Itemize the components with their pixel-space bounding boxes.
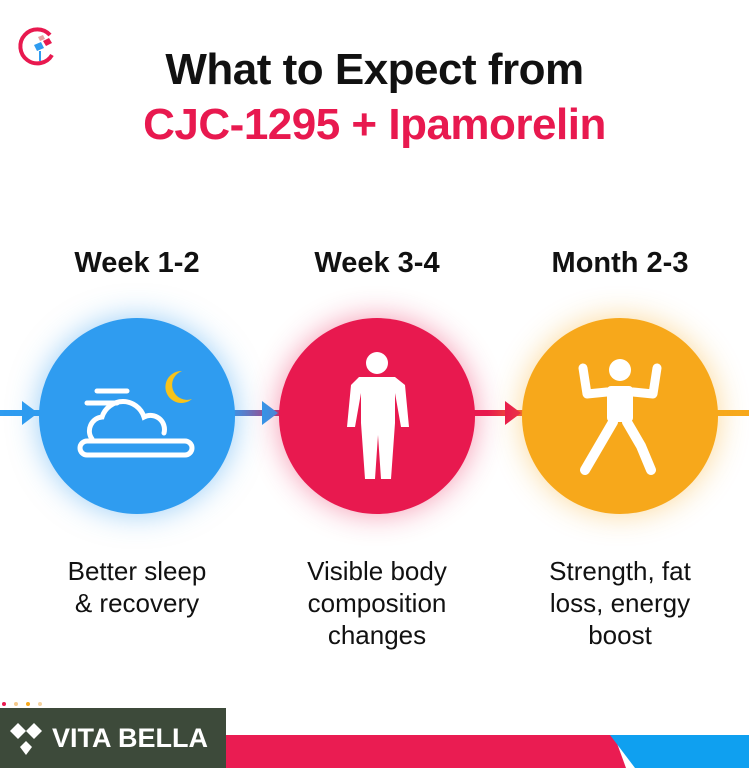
brand-name: VITA BELLA [52,722,208,753]
flexing-person-icon [578,359,662,475]
step-circle [522,318,718,514]
arrow-icon [262,401,278,425]
logo-icon [18,27,54,66]
step-label: Month 2-3 [551,247,689,279]
caption-line: Better sleep [67,556,207,586]
step-label: Week 1-2 [74,247,200,279]
caption-line: composition [307,588,447,618]
caption-line: Strength, fat [549,556,691,586]
step-circle [279,318,475,514]
caption-line: Visible body [307,556,447,586]
decorative-dots [2,702,42,706]
blue-band [610,735,749,768]
body-silhouette-icon [347,352,409,479]
step-label: Week 3-4 [314,247,440,279]
arrow-icon [22,401,38,425]
caption-line: loss, energy [549,588,691,618]
arrow-icon [505,401,521,425]
caption-line: & recovery [74,588,200,618]
brand-badge: VITA BELLA [0,708,226,768]
title-line-2: CJC-1295 + Ipamorelin [143,100,606,149]
caption-line: changes [327,620,427,650]
caption-line: boost [588,620,652,650]
red-band [226,735,626,768]
title-line-1: What to Expect from [165,45,584,94]
step-circle [39,318,235,514]
brand-logo-icon [10,723,42,755]
cloud-moon-icon [77,370,195,458]
